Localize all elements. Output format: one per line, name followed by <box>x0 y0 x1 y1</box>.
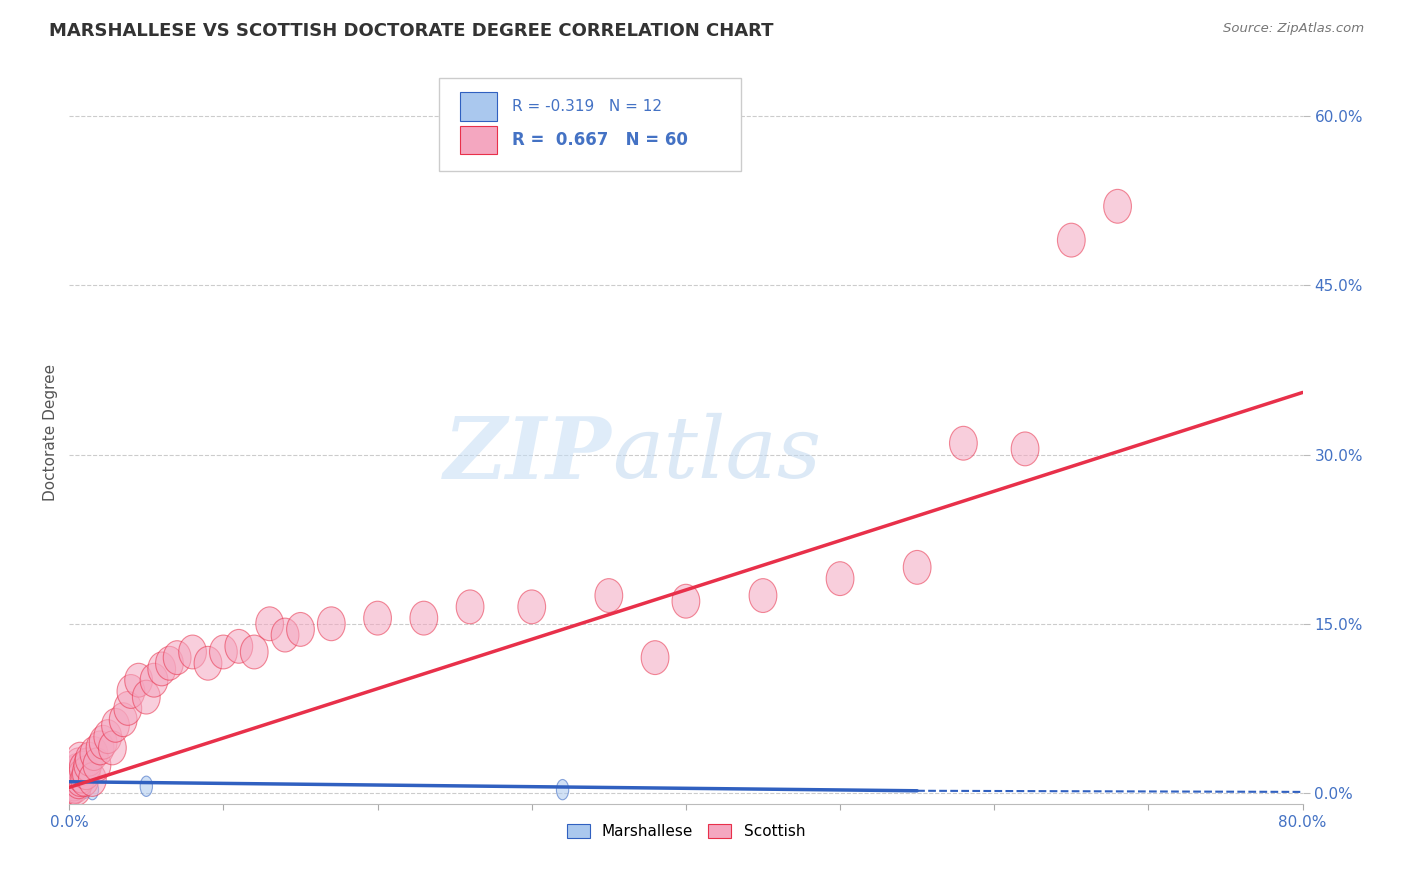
Ellipse shape <box>141 664 167 698</box>
Ellipse shape <box>75 777 86 797</box>
Ellipse shape <box>67 776 80 797</box>
Ellipse shape <box>76 774 87 794</box>
Ellipse shape <box>79 763 107 797</box>
Ellipse shape <box>66 742 94 776</box>
Ellipse shape <box>70 763 98 797</box>
Text: ZIP: ZIP <box>444 412 612 496</box>
Ellipse shape <box>56 772 84 806</box>
Ellipse shape <box>156 647 183 681</box>
Ellipse shape <box>65 777 77 797</box>
FancyBboxPatch shape <box>460 126 498 154</box>
Ellipse shape <box>59 763 86 797</box>
Ellipse shape <box>903 550 931 584</box>
Ellipse shape <box>76 742 103 776</box>
Ellipse shape <box>66 780 79 800</box>
Ellipse shape <box>949 426 977 460</box>
Ellipse shape <box>65 747 93 781</box>
Ellipse shape <box>517 590 546 624</box>
Ellipse shape <box>240 635 269 669</box>
Text: R =  0.667   N = 60: R = 0.667 N = 60 <box>512 131 688 149</box>
Ellipse shape <box>86 731 114 764</box>
Ellipse shape <box>94 720 122 754</box>
Ellipse shape <box>595 579 623 613</box>
Ellipse shape <box>63 772 91 805</box>
Ellipse shape <box>125 664 152 698</box>
Ellipse shape <box>141 776 152 797</box>
Ellipse shape <box>72 780 84 800</box>
Ellipse shape <box>411 601 437 635</box>
Ellipse shape <box>62 769 89 803</box>
Ellipse shape <box>641 640 669 674</box>
Ellipse shape <box>256 607 284 640</box>
Ellipse shape <box>75 747 101 781</box>
Ellipse shape <box>79 779 91 798</box>
Ellipse shape <box>1104 189 1132 223</box>
Ellipse shape <box>163 640 191 674</box>
Ellipse shape <box>179 635 207 669</box>
Ellipse shape <box>110 703 136 737</box>
Text: R = -0.319   N = 12: R = -0.319 N = 12 <box>512 99 662 114</box>
Ellipse shape <box>672 584 700 618</box>
Ellipse shape <box>66 763 94 797</box>
Text: Source: ZipAtlas.com: Source: ZipAtlas.com <box>1223 22 1364 36</box>
Ellipse shape <box>827 562 853 596</box>
Ellipse shape <box>225 630 253 664</box>
Text: atlas: atlas <box>612 413 821 496</box>
Ellipse shape <box>364 601 391 635</box>
Ellipse shape <box>86 780 98 800</box>
Ellipse shape <box>67 759 96 793</box>
Ellipse shape <box>557 780 569 800</box>
Ellipse shape <box>287 613 315 647</box>
Y-axis label: Doctorate Degree: Doctorate Degree <box>44 363 58 500</box>
Ellipse shape <box>114 691 142 725</box>
Ellipse shape <box>60 759 87 793</box>
Ellipse shape <box>72 756 100 789</box>
Ellipse shape <box>60 767 87 801</box>
Ellipse shape <box>59 771 86 805</box>
Ellipse shape <box>69 751 97 785</box>
Ellipse shape <box>70 775 83 796</box>
Legend: Marshallese, Scottish: Marshallese, Scottish <box>561 818 811 845</box>
Ellipse shape <box>65 764 93 798</box>
Ellipse shape <box>271 618 299 652</box>
Ellipse shape <box>80 737 108 771</box>
Text: MARSHALLESE VS SCOTTISH DOCTORATE DEGREE CORRELATION CHART: MARSHALLESE VS SCOTTISH DOCTORATE DEGREE… <box>49 22 773 40</box>
Ellipse shape <box>194 647 222 681</box>
Ellipse shape <box>1057 223 1085 257</box>
Ellipse shape <box>1011 432 1039 466</box>
Ellipse shape <box>101 708 129 742</box>
Ellipse shape <box>63 754 91 788</box>
Ellipse shape <box>209 635 238 669</box>
FancyBboxPatch shape <box>460 93 498 120</box>
Ellipse shape <box>62 756 89 789</box>
Ellipse shape <box>148 652 176 686</box>
FancyBboxPatch shape <box>439 78 741 171</box>
Ellipse shape <box>56 764 84 798</box>
Ellipse shape <box>98 731 127 764</box>
Ellipse shape <box>83 747 111 781</box>
Ellipse shape <box>69 779 82 798</box>
Ellipse shape <box>117 674 145 708</box>
Ellipse shape <box>749 579 778 613</box>
Ellipse shape <box>318 607 346 640</box>
Ellipse shape <box>89 725 117 759</box>
Ellipse shape <box>132 681 160 714</box>
Ellipse shape <box>456 590 484 624</box>
